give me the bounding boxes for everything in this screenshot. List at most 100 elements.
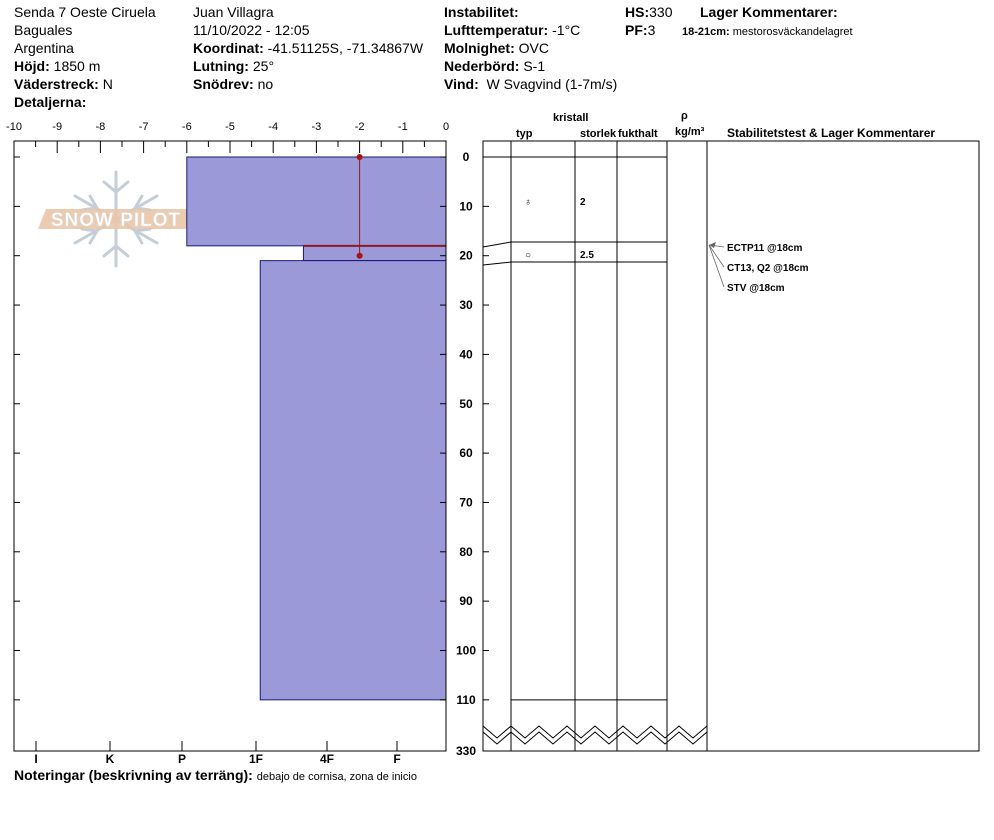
grain-type-symbol: ♁ [524,197,532,208]
temp-tick-label: -9 [52,121,62,133]
airtemp-label: Lufttemperatur: [444,22,549,38]
temp-tick-label: -10 [6,121,22,133]
sky: Molnighet: OVC [444,40,549,56]
depth-tick-label: 80 [459,545,473,559]
air-temp: Lufttemperatur: -1°C [444,22,580,38]
elevation-label: Höjd: [14,58,50,74]
grain-type-symbol: ○ [525,250,531,261]
slope: Lutning: 25° [193,58,274,74]
precip: Nederbörd: S-1 [444,58,545,74]
col-crystal: kristall [553,112,589,124]
depth-tick-label: 70 [459,495,473,509]
depth-tick-label: 90 [459,594,473,608]
notes-value: debajo de cornisa, zona de inicio [256,771,417,783]
slope-label: Lutning: [193,58,249,74]
hardness-tick-label: 1F [249,752,263,766]
elevation: Höjd: 1850 m [14,58,100,74]
coordinates: Koordinat: -41.51125S, -71.34867W [193,40,423,56]
depth-tick-label: 40 [459,347,473,361]
row-connector [482,241,512,248]
elevation-value: 1850 m [53,58,101,74]
notes: Noteringar (beskrivning av terräng): deb… [14,767,417,785]
col-rho: ρ [681,110,688,122]
pf: PF:3 [625,22,655,38]
hardness-tick-label: P [178,752,186,766]
row-connector [482,261,512,266]
col-density-unit: kg/m³ [675,126,705,138]
notes-label: Noteringar (beskrivning av terräng): [14,767,253,783]
layer-comment: 18-21cm: mestorosväckandelagret [682,24,853,40]
observer: Juan Villagra [193,4,274,20]
col-type: typ [516,128,533,140]
hs-value: 330 [649,4,673,20]
coord-label: Koordinat: [193,40,264,56]
pf-value: 3 [647,22,656,38]
coord-value: -41.51125S, -71.34867W [267,40,424,56]
hardness-layer-2 [259,260,447,701]
drift-label: Snödrev: [193,76,254,92]
stability-test-label: CT13, Q2 @18cm [727,263,809,274]
instability-label: Instabilitet: [444,4,519,20]
location-line-1: Senda 7 Oeste Ciruela [14,4,156,20]
hardness-tick-label: 4F [320,752,334,766]
layer-comment-range: 18-21cm: [682,26,730,38]
hs-label: HS: [625,4,650,20]
temp-tick-label: -3 [312,121,322,133]
snowpilot-logo: SNOW PILOT [38,170,194,268]
location-line-2: Baguales [14,22,73,38]
col-size: storlek [580,128,617,140]
drift: Snödrev: no [193,76,273,92]
logo-text: SNOW PILOT [51,210,181,231]
depth-tick-label: 100 [456,644,476,658]
stability-arrow [708,244,725,268]
sky-label: Molnighet: [444,40,515,56]
logo-banner [38,209,194,229]
drift-value: no [257,76,274,92]
col-stability: Stabilitetstest & Lager Kommentarer [727,126,936,140]
depth-tick-label: 30 [459,298,473,312]
precip-value: S-1 [523,58,546,74]
depth-tick-label: 50 [459,397,473,411]
stability-test-label: STV @18cm [727,283,785,294]
sky-value: OVC [518,40,549,56]
stability-arrow [708,244,725,288]
temp-tick-label: -5 [225,121,235,133]
airtemp-value: -1°C [552,22,581,38]
layer-comments-label: Lager Kommentarer: [700,4,838,20]
hardness-tick-label: K [106,752,115,766]
location-line-3: Argentina [14,40,74,56]
hs: HS:330 [625,4,672,20]
wind: Vind: W Svagvind (1-7m/s) [444,76,617,92]
temperature-point [356,252,363,259]
hardness-layer-0 [186,156,447,247]
aspect-label: Väderstreck: [14,76,99,92]
wind-value: W Svagvind (1-7m/s) [486,76,618,92]
temp-tick-label: 0 [443,121,449,133]
depth-tick-label: 0 [463,150,470,164]
grain-size-value: 2.5 [580,250,594,261]
temp-tick-label: -1 [398,121,408,133]
right-table-frame [482,140,980,752]
slope-value: 25° [252,58,275,74]
hardness-tick-label: F [393,752,400,766]
temp-tick-label: -8 [96,121,106,133]
temp-tick-label: -2 [355,121,365,133]
depth-break-zigzag [482,731,708,745]
hardness-tick-label: I [34,752,37,766]
grain-size-value: 2 [580,197,586,208]
col-moisture: fukthalt [618,128,658,140]
temp-tick-label: -7 [139,121,149,133]
pf-label: PF: [625,22,648,38]
depth-bottom-label: 330 [456,744,476,758]
temp-tick-label: -4 [268,121,278,133]
temp-tick-label: -6 [182,121,192,133]
depth-tick-label: 60 [459,446,473,460]
depth-tick-label: 110 [456,693,476,707]
layer-comment-text: mestorosväckandelagret [732,26,853,38]
wind-label: Vind: [444,76,479,92]
stability-arrowhead [709,242,716,248]
aspect: Väderstreck: N [14,76,113,92]
precip-label: Nederbörd: [444,58,520,74]
depth-break-zigzag [482,725,708,739]
